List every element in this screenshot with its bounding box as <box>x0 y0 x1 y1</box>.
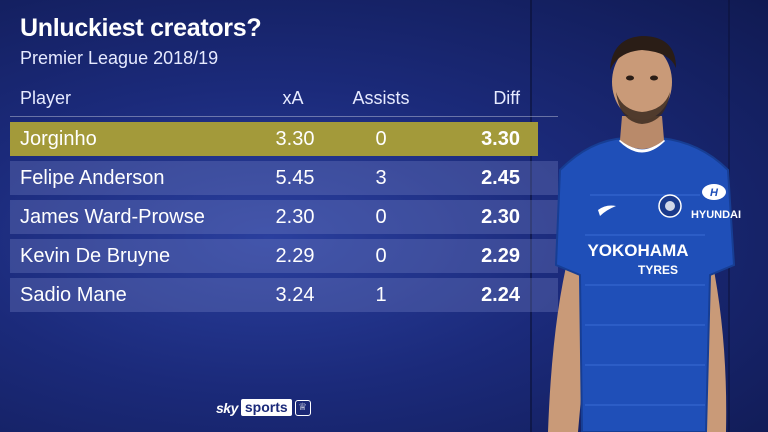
diff-value: 2.29 <box>481 245 520 267</box>
table-row: Kevin De Bruyne 2.29 0 2.29 <box>10 239 558 273</box>
sleeve-sponsor: HYUNDAI <box>691 209 741 221</box>
page-title: Unluckiest creators? <box>20 14 262 42</box>
xa-value: 2.29 <box>275 245 315 267</box>
assists-value: 0 <box>375 245 387 267</box>
shirt-sponsor: YOKOHAMA <box>587 241 688 260</box>
table-row: Sadio Mane 3.24 1 2.24 <box>10 278 558 312</box>
diff-value: 2.45 <box>481 167 520 189</box>
xa-value: 3.24 <box>275 284 315 306</box>
hair <box>610 36 676 70</box>
table-row: Jorginho 3.30 0 3.30 <box>10 122 538 156</box>
player-name: Sadio Mane <box>20 284 127 306</box>
diff-value: 2.24 <box>481 284 520 306</box>
stats-table: Jorginho 3.30 0 3.30 Felipe Anderson 5.4… <box>10 122 558 317</box>
sky-wordmark: sky <box>216 399 238 416</box>
column-header-xa: xA <box>282 88 304 108</box>
assists-value: 0 <box>375 206 387 228</box>
assists-value: 0 <box>375 128 387 150</box>
player-photo: H YOKOHAMA TYRES HYUNDAI <box>548 36 741 432</box>
xa-value: 5.45 <box>275 167 315 189</box>
head <box>612 44 672 120</box>
xa-value: 2.30 <box>275 206 315 228</box>
sky-sports-logo: sky sports ♕ <box>216 399 311 416</box>
player-name: Jorginho <box>20 128 97 150</box>
svg-text:H: H <box>710 187 719 199</box>
header-rule <box>10 116 558 117</box>
kit-maker-icon <box>598 205 616 216</box>
page-subtitle: Premier League 2018/19 <box>20 48 219 68</box>
panel-divider <box>530 0 532 432</box>
player-name: Kevin De Bruyne <box>20 245 171 267</box>
diff-value: 2.30 <box>481 206 520 228</box>
table-row: Felipe Anderson 5.45 3 2.45 <box>10 161 558 195</box>
column-header-assists: Assists <box>352 88 410 108</box>
player-name: James Ward-Prowse <box>20 206 205 228</box>
player-name: Felipe Anderson <box>20 167 165 189</box>
column-header-player: Player <box>20 88 72 108</box>
sleeve-badge-icon <box>702 184 726 200</box>
sports-wordmark: sports <box>240 399 292 416</box>
shirt-sponsor-sub: TYRES <box>638 263 678 277</box>
xa-value: 3.30 <box>275 128 315 150</box>
premier-league-icon: ♕ <box>294 399 311 416</box>
column-header-diff: Diff <box>493 88 520 108</box>
assists-value: 3 <box>375 167 387 189</box>
diff-value: 3.30 <box>481 128 520 150</box>
table-row: James Ward-Prowse 2.30 0 2.30 <box>10 200 558 234</box>
assists-value: 1 <box>375 284 387 306</box>
